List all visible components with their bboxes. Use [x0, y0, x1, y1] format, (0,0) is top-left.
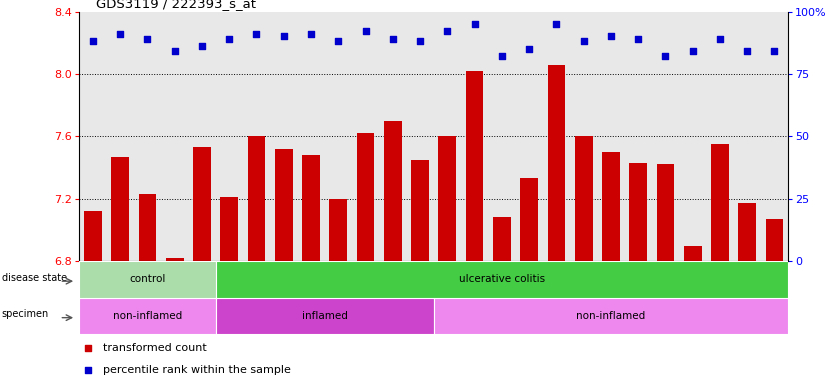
Point	[168, 48, 181, 55]
Bar	[439, 136, 456, 261]
Bar	[711, 144, 729, 261]
Bar	[493, 217, 510, 261]
Point	[768, 48, 781, 55]
Point	[741, 48, 754, 55]
Point	[440, 28, 454, 35]
Point	[495, 53, 509, 60]
Bar	[215, 298, 434, 334]
Bar	[302, 155, 320, 261]
Bar	[575, 136, 592, 261]
Bar	[411, 160, 429, 261]
Text: transformed count: transformed count	[103, 343, 206, 353]
Point	[414, 38, 427, 45]
Bar	[79, 261, 215, 298]
Bar	[547, 65, 565, 261]
Text: ulcerative colitis: ulcerative colitis	[459, 274, 545, 285]
Bar	[215, 261, 788, 298]
Bar	[520, 179, 538, 261]
Point	[686, 48, 700, 55]
Bar	[656, 164, 675, 261]
Bar	[193, 147, 211, 261]
Bar	[738, 204, 756, 261]
Text: percentile rank within the sample: percentile rank within the sample	[103, 365, 290, 375]
Point	[332, 38, 345, 45]
Bar	[275, 149, 293, 261]
Text: GDS3119 / 222393_s_at: GDS3119 / 222393_s_at	[96, 0, 256, 10]
Bar	[220, 197, 238, 261]
Point	[468, 21, 481, 27]
Point	[631, 36, 645, 42]
Bar	[766, 219, 783, 261]
Bar	[329, 199, 347, 261]
Bar	[434, 298, 788, 334]
Point	[195, 43, 208, 50]
Point	[604, 33, 617, 40]
Point	[141, 36, 154, 42]
Text: inflamed: inflamed	[302, 311, 348, 321]
Point	[86, 38, 99, 45]
Bar	[166, 258, 183, 261]
Bar	[111, 157, 129, 261]
Bar	[602, 152, 620, 261]
Point	[113, 31, 127, 37]
Point	[522, 46, 535, 52]
Point	[249, 31, 263, 37]
Text: specimen: specimen	[2, 309, 49, 319]
Text: non-inflamed: non-inflamed	[576, 311, 646, 321]
Text: disease state: disease state	[2, 273, 67, 283]
Point	[659, 53, 672, 60]
Text: non-inflamed: non-inflamed	[113, 311, 182, 321]
Bar	[357, 133, 374, 261]
Point	[359, 28, 372, 35]
Point	[304, 31, 318, 37]
Bar	[79, 298, 215, 334]
Bar	[384, 121, 402, 261]
Bar	[248, 136, 265, 261]
Bar	[84, 211, 102, 261]
Point	[277, 33, 290, 40]
Point	[386, 36, 399, 42]
Point	[713, 36, 726, 42]
Point	[577, 38, 590, 45]
Bar	[138, 194, 156, 261]
Point	[223, 36, 236, 42]
Bar	[684, 245, 701, 261]
Point	[550, 21, 563, 27]
Bar	[630, 163, 647, 261]
Text: control: control	[129, 274, 166, 285]
Bar	[465, 71, 484, 261]
